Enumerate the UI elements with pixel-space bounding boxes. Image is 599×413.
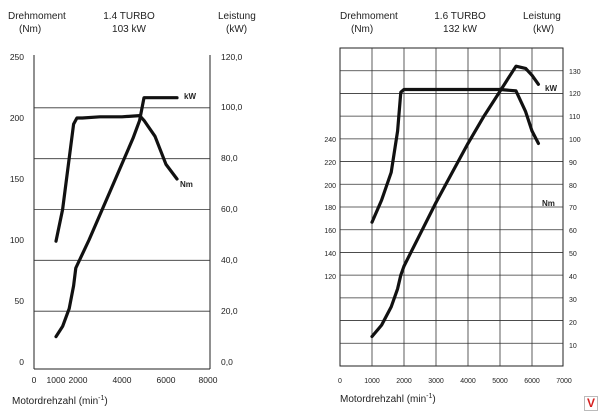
chart-1-4-turbo: Drehmoment (Nm) 1.4 TURBO 103 kW Leistun… — [8, 11, 256, 407]
chart2-right-axis-label: Leistung — [523, 11, 561, 22]
chart2-power-curve — [370, 64, 540, 339]
chart1-torque-series-label: Nm — [180, 180, 193, 189]
chart2-left-tick: 140 — [324, 251, 336, 258]
chart-1-6-turbo: Drehmoment (Nm) 1.6 TURBO 132 kW Leistun… — [324, 11, 580, 405]
chart2-left-axis-label: Drehmoment — [340, 11, 398, 22]
chart2-left-tick: 180 — [324, 205, 336, 212]
chart2-right-axis-unit: (kW) — [533, 24, 554, 35]
chart2-right-tick: 60 — [569, 228, 577, 235]
chart2-right-tick-labels: 10 20 30 40 50 60 70 80 90 100 110 120 1… — [569, 69, 581, 350]
chart1-right-axis-unit: (kW) — [226, 24, 247, 35]
chart2-x-tick: 1000 — [364, 378, 380, 385]
chart1-x-tick: 2000 — [69, 375, 88, 385]
chart2-torque-curve — [370, 87, 540, 224]
chart2-right-tick: 100 — [569, 137, 581, 144]
chart1-right-axis-label: Leistung — [218, 11, 256, 22]
chart2-right-tick: 70 — [569, 205, 577, 212]
chart1-x-tick: 0 — [32, 375, 37, 385]
chart2-torque-series-label: Nm — [542, 199, 555, 208]
chart2-left-tick: 240 — [324, 137, 336, 144]
chart2-x-tick-labels: 0 1000 2000 3000 4000 5000 6000 7000 — [338, 378, 572, 385]
chart2-right-tick: 50 — [569, 251, 577, 258]
chart1-left-tick: 50 — [15, 296, 25, 306]
chart2-subtitle: 132 kW — [443, 24, 477, 35]
chart1-x-tick-labels: 0 1000 2000 4000 6000 8000 — [32, 375, 218, 385]
chart1-power-curve — [54, 96, 179, 339]
logo-badge: V — [584, 396, 598, 411]
chart1-right-tick: 40,0 — [221, 255, 238, 265]
chart1-left-tick: 100 — [10, 235, 24, 245]
chart1-left-tick: 150 — [10, 174, 24, 184]
chart2-right-tick: 120 — [569, 91, 581, 98]
chart1-x-tick: 8000 — [199, 375, 218, 385]
chart2-right-tick: 20 — [569, 320, 577, 327]
chart1-subtitle: 103 kW — [112, 24, 146, 35]
chart2-x-tick: 2000 — [396, 378, 412, 385]
chart1-x-tick: 6000 — [157, 375, 176, 385]
chart2-right-tick: 80 — [569, 183, 577, 190]
chart2-left-axis-unit: (Nm) — [351, 24, 373, 35]
chart1-right-tick-labels: 0,0 20,0 40,0 60,0 80,0 100,0 120,0 — [221, 52, 243, 367]
chart2-right-tick: 30 — [569, 297, 577, 304]
chart2-left-tick: 220 — [324, 160, 336, 167]
chart1-right-tick: 0,0 — [221, 357, 233, 367]
chart2-gridlines — [340, 48, 563, 366]
chart1-left-axis-unit: (Nm) — [19, 24, 41, 35]
chart1-torque-curve — [54, 114, 179, 243]
chart2-x-tick: 7000 — [556, 378, 572, 385]
chart2-right-tick: 90 — [569, 160, 577, 167]
chart2-left-tick-labels: 120 140 160 180 200 220 240 — [324, 137, 336, 281]
chart2-x-axis-label: Motordrehzahl (min-1) — [340, 393, 436, 405]
chart2-left-tick: 200 — [324, 183, 336, 190]
chart1-gridlines — [34, 107, 210, 312]
chart2-x-tick: 3000 — [428, 378, 444, 385]
chart1-left-tick: 0 — [19, 357, 24, 367]
chart1-left-tick-labels: 0 50 100 150 200 250 — [10, 52, 24, 367]
chart2-power-series-label: kW — [545, 84, 557, 93]
chart1-right-tick: 60,0 — [221, 204, 238, 214]
chart1-x-tick: 1000 — [47, 375, 66, 385]
chart1-x-axis-label: Motordrehzahl (min-1) — [12, 395, 108, 407]
chart1-left-tick: 200 — [10, 113, 24, 123]
chart2-left-tick: 120 — [324, 274, 336, 281]
chart2-right-tick: 10 — [569, 343, 577, 350]
chart2-x-tick: 6000 — [524, 378, 540, 385]
chart2-x-tick: 0 — [338, 378, 342, 385]
chart2-left-tick: 160 — [324, 228, 336, 235]
chart2-right-tick: 40 — [569, 274, 577, 281]
chart2-x-tick: 5000 — [492, 378, 508, 385]
chart1-right-tick: 80,0 — [221, 153, 238, 163]
chart2-right-tick: 130 — [569, 69, 581, 76]
chart1-right-tick: 20,0 — [221, 306, 238, 316]
chart1-x-tick: 4000 — [113, 375, 132, 385]
chart2-x-tick: 4000 — [460, 378, 476, 385]
chart1-right-tick: 120,0 — [221, 52, 243, 62]
chart1-left-axis-label: Drehmoment — [8, 11, 66, 22]
chart1-power-series-label: kW — [184, 92, 196, 101]
chart1-title: 1.4 TURBO — [103, 11, 155, 22]
chart2-right-tick: 110 — [569, 114, 580, 121]
chart1-right-tick: 100,0 — [221, 102, 243, 112]
logo-letter: V — [586, 396, 595, 410]
chart1-left-tick: 250 — [10, 52, 24, 62]
chart2-title: 1.6 TURBO — [434, 11, 486, 22]
